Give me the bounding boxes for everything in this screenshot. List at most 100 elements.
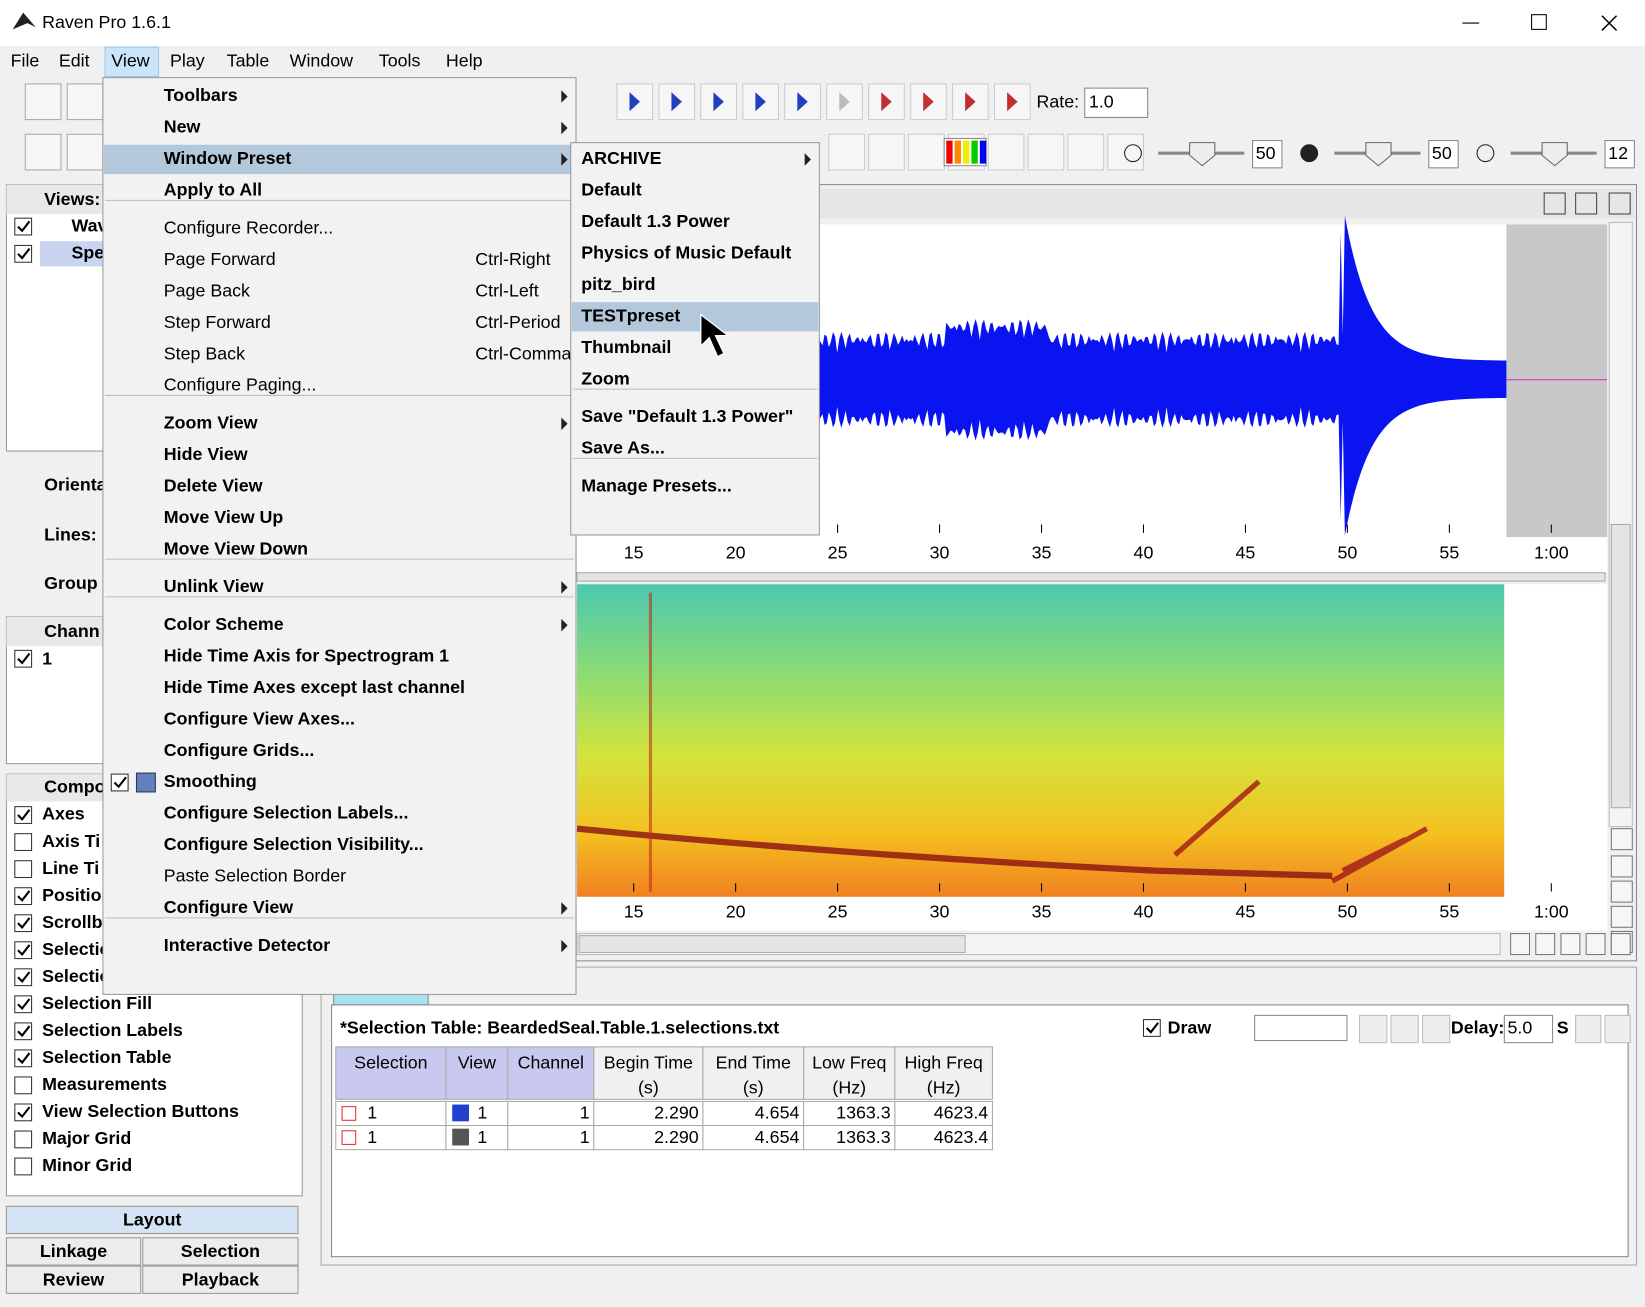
component-item[interactable]: Positio bbox=[42, 885, 102, 905]
menu-shortcut: Ctrl-Period bbox=[475, 312, 560, 332]
tool-icon bbox=[839, 92, 850, 112]
side-tab[interactable] bbox=[5, 1205, 299, 1235]
rate-value[interactable]: 1.0 bbox=[1089, 92, 1114, 112]
component-item[interactable]: Measurements bbox=[42, 1074, 167, 1094]
checkmark bbox=[17, 917, 31, 929]
menu-entry[interactable]: Unlink View bbox=[164, 576, 264, 596]
v-scroll-thumb[interactable] bbox=[1610, 523, 1631, 809]
side-tab[interactable] bbox=[5, 1265, 142, 1294]
menu-bar bbox=[0, 46, 1645, 78]
component-item[interactable]: Selectio bbox=[42, 939, 110, 959]
menu-entry[interactable]: Interactive Detector bbox=[164, 935, 331, 955]
menu-entry[interactable]: Physics of Music Default bbox=[581, 243, 791, 263]
menu-entry[interactable]: Color Scheme bbox=[164, 614, 284, 634]
tool-button bbox=[868, 133, 905, 171]
menu-entry[interactable]: Configure Selection Visibility... bbox=[164, 834, 424, 854]
menu-entry[interactable]: Configure View bbox=[164, 897, 294, 917]
menu-entry[interactable]: Hide View bbox=[164, 444, 248, 464]
h-scroll-thumb[interactable] bbox=[578, 935, 966, 953]
menu-entry[interactable]: Smoothing bbox=[164, 771, 257, 791]
menu-entry[interactable]: Step Forward bbox=[164, 312, 271, 332]
menu-entry[interactable]: TESTpreset bbox=[581, 305, 680, 325]
menu-entry[interactable]: Save As... bbox=[581, 438, 665, 458]
component-item[interactable]: Axes bbox=[42, 804, 85, 824]
time-axis-label: 30 bbox=[930, 901, 950, 921]
menu-entry[interactable]: pitz_bird bbox=[581, 274, 655, 294]
menu-entry[interactable]: Thumbnail bbox=[581, 337, 671, 357]
delay-value[interactable]: 5.0 bbox=[1507, 1018, 1532, 1038]
view-item[interactable]: Spe bbox=[71, 243, 104, 263]
close-button[interactable] bbox=[1601, 15, 1618, 31]
menu-item[interactable]: Table bbox=[227, 51, 270, 71]
side-tab[interactable] bbox=[142, 1265, 299, 1294]
menu-entry[interactable]: New bbox=[164, 117, 201, 137]
component-item[interactable]: Selection Fill bbox=[42, 993, 152, 1013]
channel-item[interactable]: 1 bbox=[42, 648, 52, 668]
menu-entry[interactable]: Apply to All bbox=[164, 180, 262, 200]
column-unit: (Hz) bbox=[927, 1078, 961, 1098]
menu-item[interactable]: Help bbox=[446, 51, 483, 71]
slider-thumb[interactable] bbox=[1541, 142, 1568, 167]
selected-row bbox=[39, 241, 103, 267]
side-tab-label[interactable]: Review bbox=[43, 1269, 105, 1289]
menu-entry[interactable]: Paste Selection Border bbox=[164, 866, 346, 886]
menu-entry[interactable]: ARCHIVE bbox=[581, 148, 661, 168]
menu-item[interactable]: File bbox=[11, 51, 40, 71]
slider-icon bbox=[1124, 144, 1142, 163]
menu-entry[interactable]: Window Preset bbox=[164, 148, 292, 168]
menu-entry[interactable]: Manage Presets... bbox=[581, 475, 732, 495]
menu-item[interactable]: Play bbox=[170, 51, 205, 71]
component-item[interactable]: Axis Ti bbox=[42, 831, 100, 851]
slider-value: 12 bbox=[1608, 143, 1628, 163]
column-label: Selection bbox=[354, 1052, 427, 1072]
menu-entry[interactable]: Step Back bbox=[164, 343, 245, 363]
side-tab-label[interactable]: Playback bbox=[182, 1269, 259, 1289]
submenu-arrow bbox=[561, 902, 568, 915]
table-cell-text: 1363.3 bbox=[836, 1103, 891, 1123]
menu-entry[interactable]: Delete View bbox=[164, 475, 263, 495]
frame-button bbox=[1543, 192, 1566, 215]
menu-entry[interactable]: Page Back bbox=[164, 280, 250, 300]
menu-entry[interactable]: Configure Paging... bbox=[164, 375, 317, 395]
side-tab-label[interactable]: Selection bbox=[181, 1241, 260, 1261]
dropdown-menu bbox=[570, 142, 820, 536]
menu-entry[interactable]: Save "Default 1.3 Power" bbox=[581, 406, 793, 426]
menu-entry[interactable]: Configure View Axes... bbox=[164, 708, 355, 728]
side-tab-label[interactable]: Linkage bbox=[40, 1241, 107, 1261]
spectrogram-trace bbox=[1173, 779, 1428, 884]
menu-entry[interactable]: Page Forward bbox=[164, 249, 276, 269]
component-item[interactable]: Scrollb bbox=[42, 912, 103, 932]
menu-entry[interactable]: Toolbars bbox=[164, 85, 238, 105]
view-item[interactable]: Wav bbox=[71, 215, 107, 235]
component-item[interactable]: Selection Table bbox=[42, 1047, 172, 1067]
menu-item[interactable]: Edit bbox=[59, 51, 90, 71]
menu-item[interactable]: Window bbox=[290, 51, 354, 71]
menu-entry[interactable]: Zoom bbox=[581, 368, 630, 388]
menu-entry[interactable]: Default 1.3 Power bbox=[581, 211, 730, 231]
menu-entry[interactable]: Hide Time Axis for Spectrogram 1 bbox=[164, 645, 449, 665]
menu-item[interactable]: View bbox=[111, 51, 149, 71]
menu-entry[interactable]: Configure Recorder... bbox=[164, 217, 333, 237]
slider-thumb[interactable] bbox=[1365, 142, 1392, 167]
component-item[interactable]: Major Grid bbox=[42, 1128, 131, 1148]
menu-entry[interactable]: Move View Up bbox=[164, 507, 284, 527]
component-item[interactable]: Minor Grid bbox=[42, 1155, 132, 1175]
table-cell-text: 1 bbox=[367, 1103, 377, 1123]
menu-entry[interactable]: Configure Selection Labels... bbox=[164, 803, 409, 823]
slider-value-box bbox=[1428, 140, 1459, 169]
component-item[interactable]: Line Ti bbox=[42, 858, 99, 878]
side-tab[interactable] bbox=[142, 1237, 299, 1266]
menu-item[interactable]: Tools bbox=[379, 51, 421, 71]
slider-thumb[interactable] bbox=[1189, 142, 1216, 167]
component-item[interactable]: View Selection Buttons bbox=[42, 1101, 239, 1121]
menu-entry[interactable]: Zoom View bbox=[164, 412, 258, 432]
menu-entry[interactable]: Default bbox=[581, 180, 641, 200]
side-tab[interactable] bbox=[5, 1237, 142, 1266]
menu-entry[interactable]: Move View Down bbox=[164, 538, 308, 558]
side-tab-label[interactable]: Layout bbox=[123, 1210, 182, 1230]
menu-entry[interactable]: Hide Time Axes except last channel bbox=[164, 677, 465, 697]
column-header bbox=[894, 1046, 993, 1100]
component-item[interactable]: Selection Labels bbox=[42, 1020, 183, 1040]
maximize-button[interactable] bbox=[1531, 14, 1547, 30]
menu-entry[interactable]: Configure Grids... bbox=[164, 740, 315, 760]
